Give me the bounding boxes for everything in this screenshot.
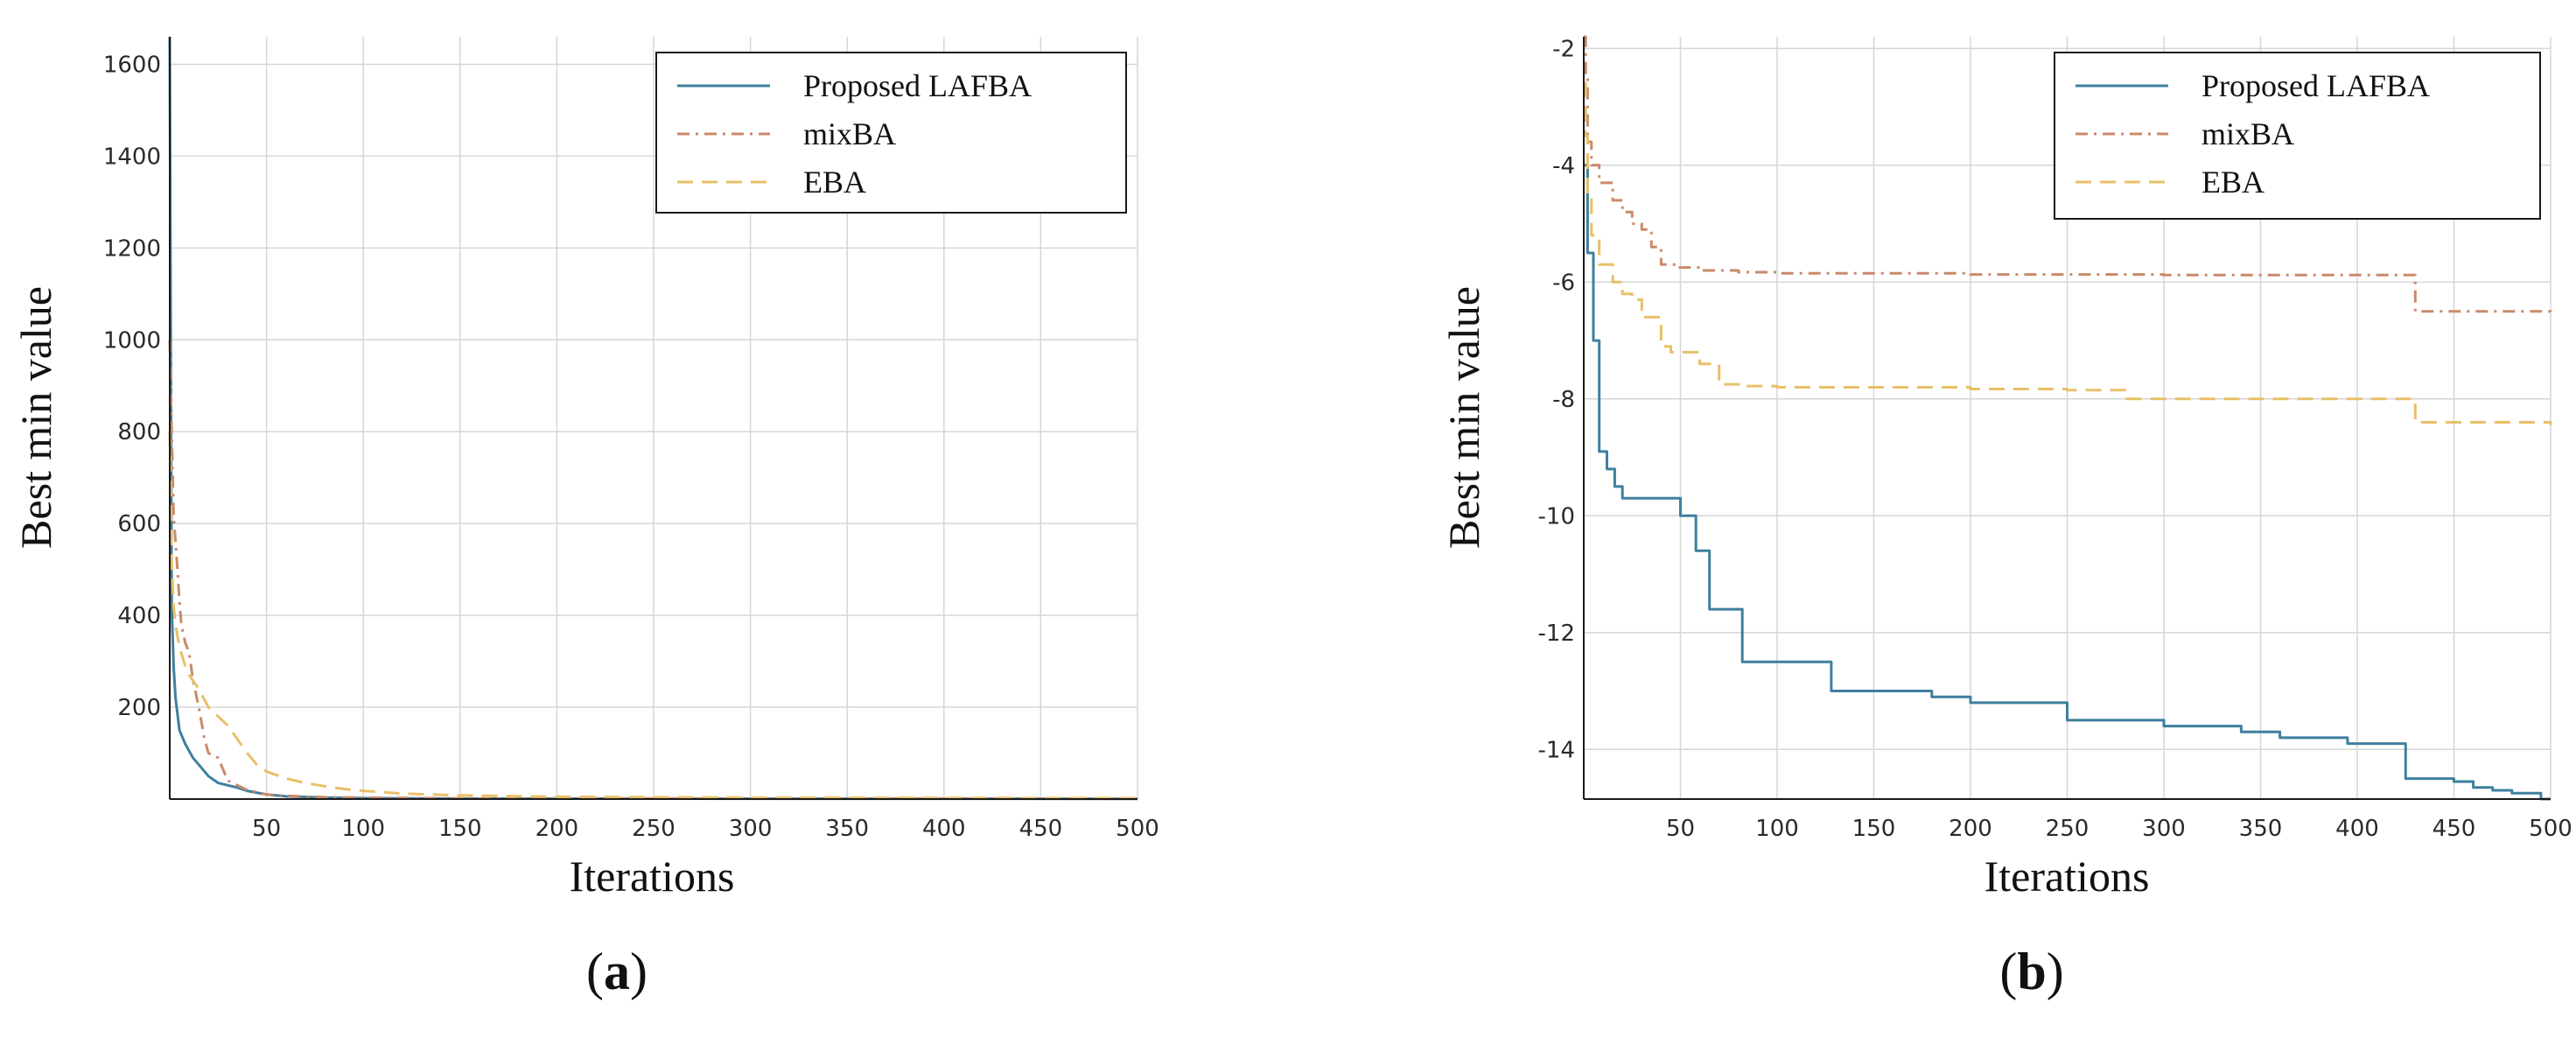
legend-label: EBA (2202, 165, 2264, 200)
y-tick-label: -2 (1552, 36, 1575, 62)
x-tick-label: 450 (1019, 816, 1063, 842)
legend-label: EBA (803, 165, 866, 200)
legend-label: mixBA (803, 116, 896, 151)
series-line-mixba (168, 340, 1138, 801)
y-axis-label: Best min value (11, 286, 60, 549)
y-tick-label: 800 (117, 419, 161, 445)
series-line-eba (1584, 81, 2552, 425)
panel-a: 50 100 150 200 250 300 350 400 450 500 200 400 600 80… (11, 36, 1159, 1000)
panel-label: (b) (1999, 943, 2063, 1000)
y-tick-label: 1000 (103, 327, 161, 354)
y-tick-label: -4 (1552, 153, 1575, 179)
y-tick-label: -8 (1552, 387, 1575, 413)
x-tick-label: 450 (2432, 816, 2476, 842)
legend-label: Proposed LAFBA (803, 68, 1032, 103)
legend-label: Proposed LAFBA (2202, 68, 2430, 103)
x-tick-label: 300 (729, 816, 773, 842)
x-axis-label: Iterations (1984, 852, 2150, 901)
x-tick-label: 50 (252, 816, 281, 842)
y-tick-label: -6 (1552, 270, 1575, 296)
x-tick-label: 500 (2529, 816, 2572, 842)
x-tick-label: 200 (536, 816, 579, 842)
x-tick-label: 50 (1666, 816, 1695, 842)
y-tick-label: 1200 (103, 235, 161, 262)
x-tick-label: 400 (922, 816, 966, 842)
panel-b: 50 100 150 200 250 300 350 400 450 500 -2 -4 -6 -8 -10… (1439, 35, 2572, 1000)
x-tick-label: 200 (1949, 816, 1992, 842)
x-tick-label: 500 (1116, 816, 1159, 842)
legend-label: mixBA (2202, 116, 2294, 151)
y-tick-label: 1400 (103, 144, 161, 170)
y-tick-label: -12 (1538, 621, 1575, 647)
x-tick-label: 350 (2239, 816, 2283, 842)
y-tick-label: 200 (117, 695, 161, 721)
y-tick-label: 1600 (103, 52, 161, 78)
panel-label: (a) (586, 943, 648, 1000)
x-tick-label: 350 (825, 816, 869, 842)
series-line-mixba (1584, 35, 2552, 314)
legend-box (2054, 52, 2541, 220)
series-line-eba (168, 431, 1138, 800)
y-tick-label: 600 (117, 511, 161, 537)
x-tick-label: 150 (438, 816, 482, 842)
x-tick-label: 100 (341, 816, 385, 842)
x-tick-label: 250 (2046, 816, 2090, 842)
x-tick-label: 150 (1852, 816, 1896, 842)
x-tick-label: 100 (1755, 816, 1799, 842)
x-tick-label: 400 (2335, 816, 2379, 842)
x-tick-label: 300 (2142, 816, 2186, 842)
y-tick-label: -10 (1538, 503, 1575, 530)
y-tick-label: 400 (117, 603, 161, 629)
series-line-proposed-lafba (1584, 164, 2551, 801)
x-tick-label: 250 (632, 816, 676, 842)
y-tick-label: -14 (1538, 737, 1575, 763)
y-axis-label: Best min value (1439, 286, 1488, 549)
x-axis-label: Iterations (570, 852, 735, 901)
